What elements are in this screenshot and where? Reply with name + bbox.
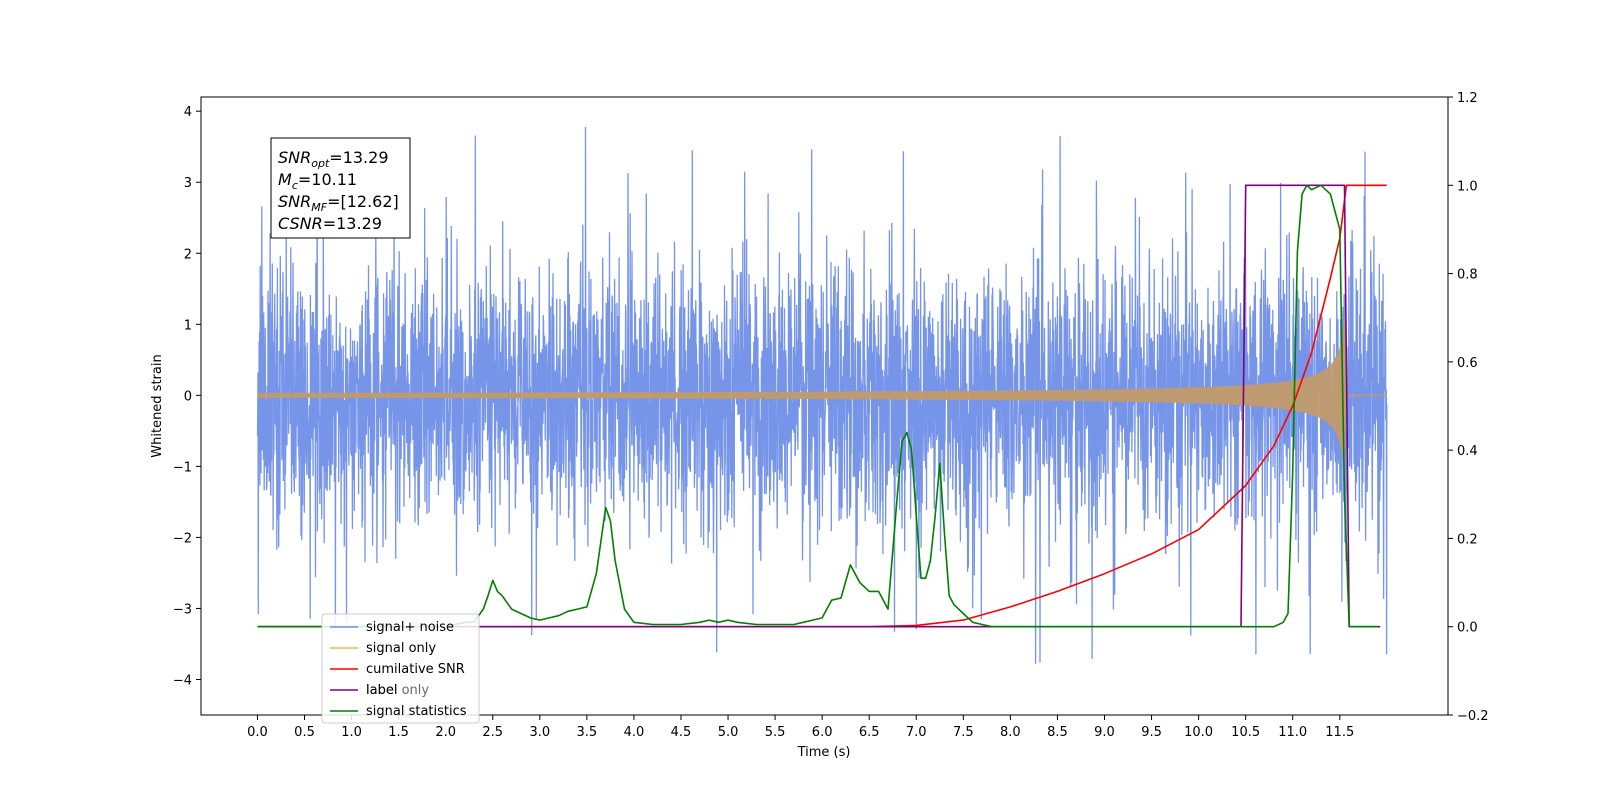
y-axis-left-label: Whitened strain xyxy=(150,354,165,457)
x-tick-label: 9.5 xyxy=(1141,725,1162,740)
annotation-line: Mc=10.11 xyxy=(278,170,357,192)
x-tick-label: 0.0 xyxy=(247,725,268,740)
right-axis-series xyxy=(257,184,1387,628)
annotation-box: SNRopt=13.29Mc=10.11SNRMF=[12.62]CSNR=13… xyxy=(270,137,411,239)
legend-label: label xyxy=(366,683,397,698)
legend-label: signal+ noise xyxy=(366,620,454,635)
annotation-symbol: SNR xyxy=(278,148,311,167)
series-signal-only xyxy=(257,314,1387,477)
x-axis-label: Time (s) xyxy=(797,745,851,760)
x-tick-label: 8.0 xyxy=(1000,725,1021,740)
annotation-symbol: M xyxy=(278,170,292,189)
y-left-tick-label: 3 xyxy=(184,176,192,191)
x-tick-label: 5.5 xyxy=(765,725,786,740)
annotation-value: =10.11 xyxy=(298,170,357,189)
annotation-subscript: opt xyxy=(311,157,330,170)
y-axis-right: −0.2 0.0 0.2 0.4 0.6 0.8 1.0 1.2 xyxy=(1448,91,1489,724)
signal-plus-noise-line xyxy=(256,126,1388,664)
y-right-tick-label: −0.2 xyxy=(1457,709,1489,724)
x-tick-label: 7.0 xyxy=(906,725,927,740)
annotation-symbol: SNR xyxy=(278,192,311,211)
x-tick-label: 5.0 xyxy=(718,725,739,740)
x-tick-label: 11.0 xyxy=(1278,725,1307,740)
y-left-tick-label: 4 xyxy=(184,105,192,120)
legend-remnant-text: label only xyxy=(366,683,429,698)
y-left-tick-label: −2 xyxy=(173,531,192,546)
legend-label: signal statistics xyxy=(366,704,467,719)
x-tick-label: 8.5 xyxy=(1047,725,1068,740)
x-tick-label: 11.5 xyxy=(1325,725,1354,740)
annotation-line: CSNR=13.29 xyxy=(278,214,382,233)
legend-frame xyxy=(321,613,480,724)
y-right-tick-label: 1.2 xyxy=(1457,91,1478,106)
legend-label: cumilative SNR xyxy=(366,662,465,677)
x-tick-label: 2.5 xyxy=(482,725,503,740)
annotation-line: SNRopt=13.29 xyxy=(278,148,389,170)
y-right-tick-label: 0.6 xyxy=(1457,356,1478,371)
x-tick-label: 3.0 xyxy=(529,725,550,740)
x-tick-label: 0.5 xyxy=(294,725,315,740)
annotation-line: SNRMF=[12.62] xyxy=(278,192,399,214)
y-left-tick-label: 2 xyxy=(184,247,192,262)
x-axis: 0.0 0.5 1.0 1.5 2.0 2.5 3.0 3.5 4.0 4.5 5.0 5.5 6.0 6… xyxy=(247,715,1354,740)
y-left-tick-label: −3 xyxy=(173,602,192,617)
y-right-tick-label: 1.0 xyxy=(1457,179,1478,194)
annotation-value: =13.29 xyxy=(323,214,382,233)
x-tick-label: 4.0 xyxy=(624,725,645,740)
annotation-subscript: MF xyxy=(311,201,327,214)
y-left-tick-label: −1 xyxy=(173,460,192,475)
y-left-tick-label: 0 xyxy=(184,389,192,404)
x-tick-label: 4.5 xyxy=(671,725,692,740)
y-right-tick-label: 0.0 xyxy=(1457,621,1478,636)
x-tick-label: 10.5 xyxy=(1231,725,1260,740)
x-tick-label: 2.0 xyxy=(435,725,456,740)
x-tick-label: 6.0 xyxy=(812,725,833,740)
series-signal-statistics xyxy=(257,184,1378,628)
x-tick-label: 1.5 xyxy=(388,725,409,740)
plot-frame xyxy=(200,96,1449,716)
annotation-subscript: c xyxy=(292,179,298,192)
annotation-value: =13.29 xyxy=(329,148,388,167)
series-cumilative-snr xyxy=(257,184,1387,628)
plot-area xyxy=(256,126,1388,664)
y-left-tick-label: −4 xyxy=(173,673,192,688)
y-left-tick-label: 1 xyxy=(184,318,192,333)
legend-label: signal only xyxy=(366,641,436,656)
annotation-value: =[12.62] xyxy=(327,192,399,211)
x-tick-label: 7.5 xyxy=(953,725,974,740)
y-right-tick-label: 0.2 xyxy=(1457,532,1478,547)
y-axis-left: −4 −3 −2 −1 0 1 2 3 4 xyxy=(173,105,201,688)
legend: label only signal+ noise signal only cumila… xyxy=(321,613,480,724)
x-tick-label: 10.0 xyxy=(1184,725,1213,740)
series-signal-plus-noise xyxy=(256,126,1388,664)
annotation-frame xyxy=(270,137,411,239)
y-right-tick-label: 0.4 xyxy=(1457,444,1478,459)
y-right-tick-label: 0.8 xyxy=(1457,268,1478,283)
x-tick-label: 6.5 xyxy=(859,725,880,740)
x-tick-label: 3.5 xyxy=(577,725,598,740)
annotation-symbol: CSNR xyxy=(278,214,323,233)
x-tick-label: 1.0 xyxy=(341,725,362,740)
x-tick-label: 9.0 xyxy=(1094,725,1115,740)
